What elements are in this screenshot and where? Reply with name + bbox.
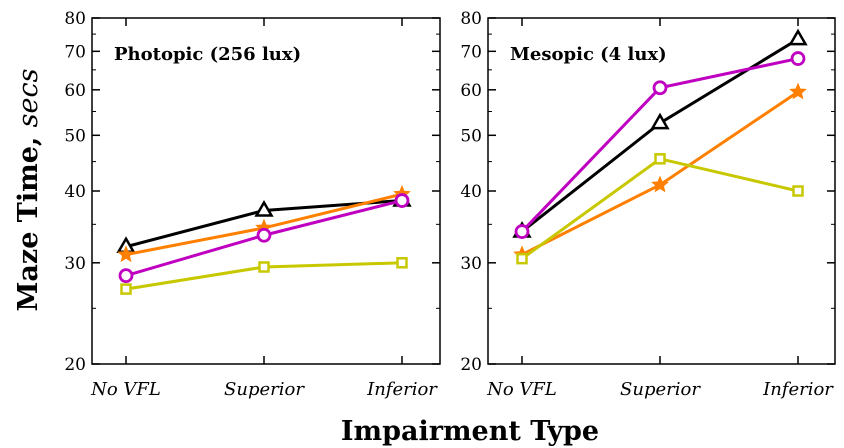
chart-panel-1: 20 30 40 50 60 70 80 No VFL Superior Inferior Phot… [64, 9, 440, 400]
data-point-circle [396, 195, 408, 207]
y-tick-label: 50 [64, 126, 86, 146]
y-tick-label: 70 [64, 42, 86, 62]
y-tick-label: 40 [460, 182, 482, 202]
y-axis-title: Maze Time, secs [13, 68, 44, 311]
series-star [514, 84, 805, 261]
chart-panel-2: 20 30 40 50 60 70 80 No VFL Superior Inferior Meso… [460, 9, 835, 400]
panel-title: Photopic (256 lux) [114, 44, 301, 65]
y-tick-label: 70 [460, 42, 482, 62]
data-point-circle [258, 229, 270, 241]
y-axis-title-unit: secs [13, 68, 44, 127]
y-axis-title-main: Maze Time, [13, 137, 44, 312]
plot-frame [488, 18, 835, 364]
plot-frame [92, 18, 440, 364]
y-tick-label: 60 [460, 81, 482, 101]
x-axis-title: Impairment Type [341, 416, 599, 447]
y-tick-label: 50 [460, 126, 482, 146]
panels: 20 30 40 50 60 70 80 No VFL Superior Inferior Phot… [64, 9, 835, 400]
data-point-triangle [791, 31, 806, 44]
data-point-square [518, 254, 527, 263]
series-circle [516, 53, 804, 238]
data-point-square [794, 187, 803, 196]
data-point-square [398, 258, 407, 267]
data-point-circle [516, 226, 528, 238]
y-tick-label: 30 [64, 254, 86, 274]
x-tick-label: No VFL [486, 379, 557, 400]
data-point-square [656, 154, 665, 163]
y-tick-label: 40 [64, 182, 86, 202]
x-tick-label: Inferior [762, 379, 834, 400]
x-tick-label: Superior [620, 379, 701, 400]
data-point-circle [654, 82, 666, 94]
x-tick-label: Inferior [366, 379, 438, 400]
y-tick-label: 80 [64, 9, 86, 29]
data-point-square [260, 262, 269, 271]
y-tick-label: 20 [64, 355, 86, 375]
series-square [518, 154, 803, 263]
x-tick-label: No VFL [90, 379, 161, 400]
y-tick-label: 20 [460, 355, 482, 375]
data-point-circle [792, 53, 804, 65]
y-tick-label: 30 [460, 254, 482, 274]
y-tick-label: 80 [460, 9, 482, 29]
x-tick-label: Superior [224, 379, 305, 400]
series-star [118, 186, 409, 261]
y-tick-label: 60 [64, 81, 86, 101]
panel-title: Mesopic (4 lux) [510, 44, 667, 65]
data-point-circle [120, 270, 132, 282]
series-line [522, 159, 798, 259]
data-point-square [122, 285, 131, 294]
